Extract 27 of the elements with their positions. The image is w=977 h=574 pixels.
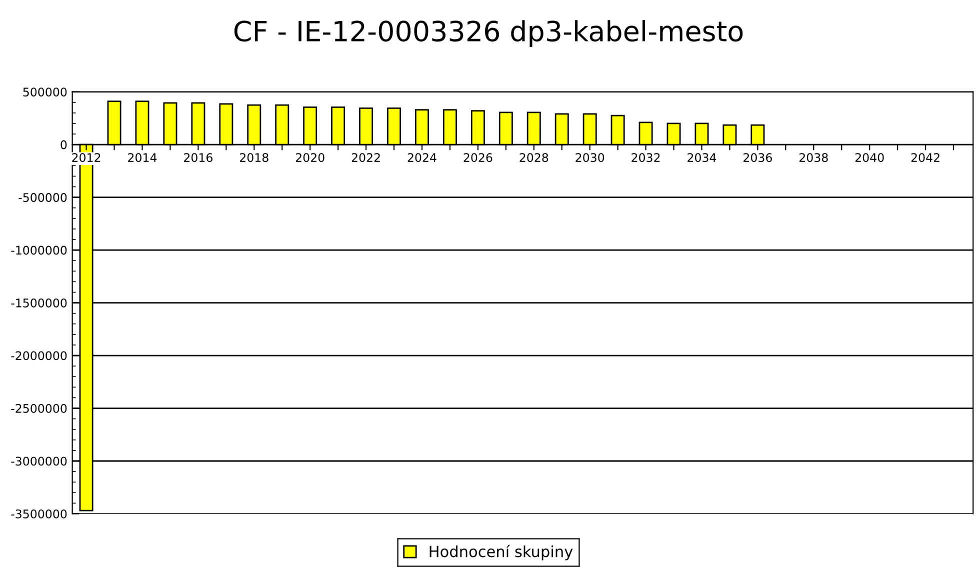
y-tick-label: -3500000 (11, 509, 67, 518)
y-tick-label: -2500000 (11, 404, 67, 413)
y-tick-label: -500000 (18, 193, 67, 202)
y-tick-label: -3000000 (11, 456, 67, 466)
x-tick-label: 2036 (744, 153, 772, 162)
x-tick-label: 2020 (296, 153, 324, 162)
x-tick-label: 2028 (520, 153, 548, 162)
x-tick-label: 2022 (352, 153, 380, 162)
y-tick-label: 500000 (23, 88, 67, 96)
y-tick-label: -1500000 (11, 298, 67, 308)
x-tick-label: 2026 (464, 153, 492, 162)
x-tick-label: 2024 (408, 153, 436, 162)
x-tick-label: 2032 (632, 153, 660, 162)
x-tick-label: 2042 (911, 153, 940, 162)
legend-label: Hodnocení skupiny (430, 544, 573, 560)
y-tick-label: 0 (60, 140, 67, 150)
y-tick-label: -2000000 (11, 351, 67, 360)
x-tick-label: 2016 (184, 153, 212, 162)
x-tick-label: 2014 (128, 153, 157, 162)
chart-title: CF - IE-12-0003326 dp3-kabel-mesto (234, 20, 743, 47)
x-tick-label: 2038 (799, 153, 828, 162)
y-tick-label: -1000000 (11, 246, 67, 255)
x-tick-label: 2030 (576, 153, 604, 162)
x-tick-label: 2018 (240, 153, 268, 162)
x-tick-label: 2040 (855, 153, 884, 162)
x-tick-label: 2034 (688, 153, 716, 162)
x-tick-label: 2012 (72, 153, 100, 162)
